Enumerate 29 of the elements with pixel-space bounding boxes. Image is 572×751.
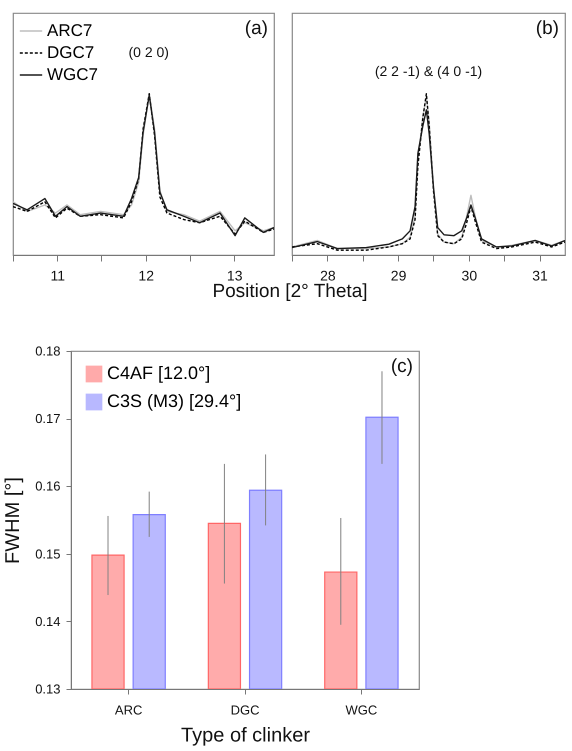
x-tick-label: 31 xyxy=(532,268,548,284)
y-tick-label: 0.15 xyxy=(35,546,60,562)
text: (0 2 0) xyxy=(128,44,169,60)
legend-label: C3S (M3) [29.4°] xyxy=(107,391,242,411)
annotation: (c) xyxy=(390,356,413,377)
text: (2 2 -1) & (4 0 -1) xyxy=(374,63,482,79)
legend-label: WGC7 xyxy=(47,65,98,84)
x-tick-label: DGC xyxy=(230,702,260,718)
text: (a) xyxy=(244,18,268,39)
legend-label: C4AF [12.0°] xyxy=(107,363,210,383)
x-axis-title: Type of clinker xyxy=(181,724,310,746)
x-axis-title: Position [2° Theta] xyxy=(212,281,368,302)
x-tick-label: WGC xyxy=(345,702,378,718)
x-tick-label: 30 xyxy=(462,268,478,284)
y-tick-label: 0.14 xyxy=(35,614,60,629)
legend-label: ARC7 xyxy=(47,21,92,40)
x-tick-label: 29 xyxy=(390,268,407,284)
text: (b) xyxy=(536,18,559,39)
y-tick-label: 0.16 xyxy=(35,478,60,494)
y-tick-label: 0.13 xyxy=(35,682,60,696)
x-tick-label: 12 xyxy=(138,268,154,284)
y-tick-label: 0.18 xyxy=(35,344,60,358)
x-tick-label: 11 xyxy=(50,268,66,284)
x-tick-label: 28 xyxy=(320,268,336,284)
x-tick-label: 13 xyxy=(226,268,243,284)
y-axis-title: FWHM [°] xyxy=(2,477,24,564)
legend-label: DGC7 xyxy=(47,43,94,62)
y-tick-label: 0.17 xyxy=(35,411,60,426)
x-tick-label: ARC xyxy=(114,702,142,718)
